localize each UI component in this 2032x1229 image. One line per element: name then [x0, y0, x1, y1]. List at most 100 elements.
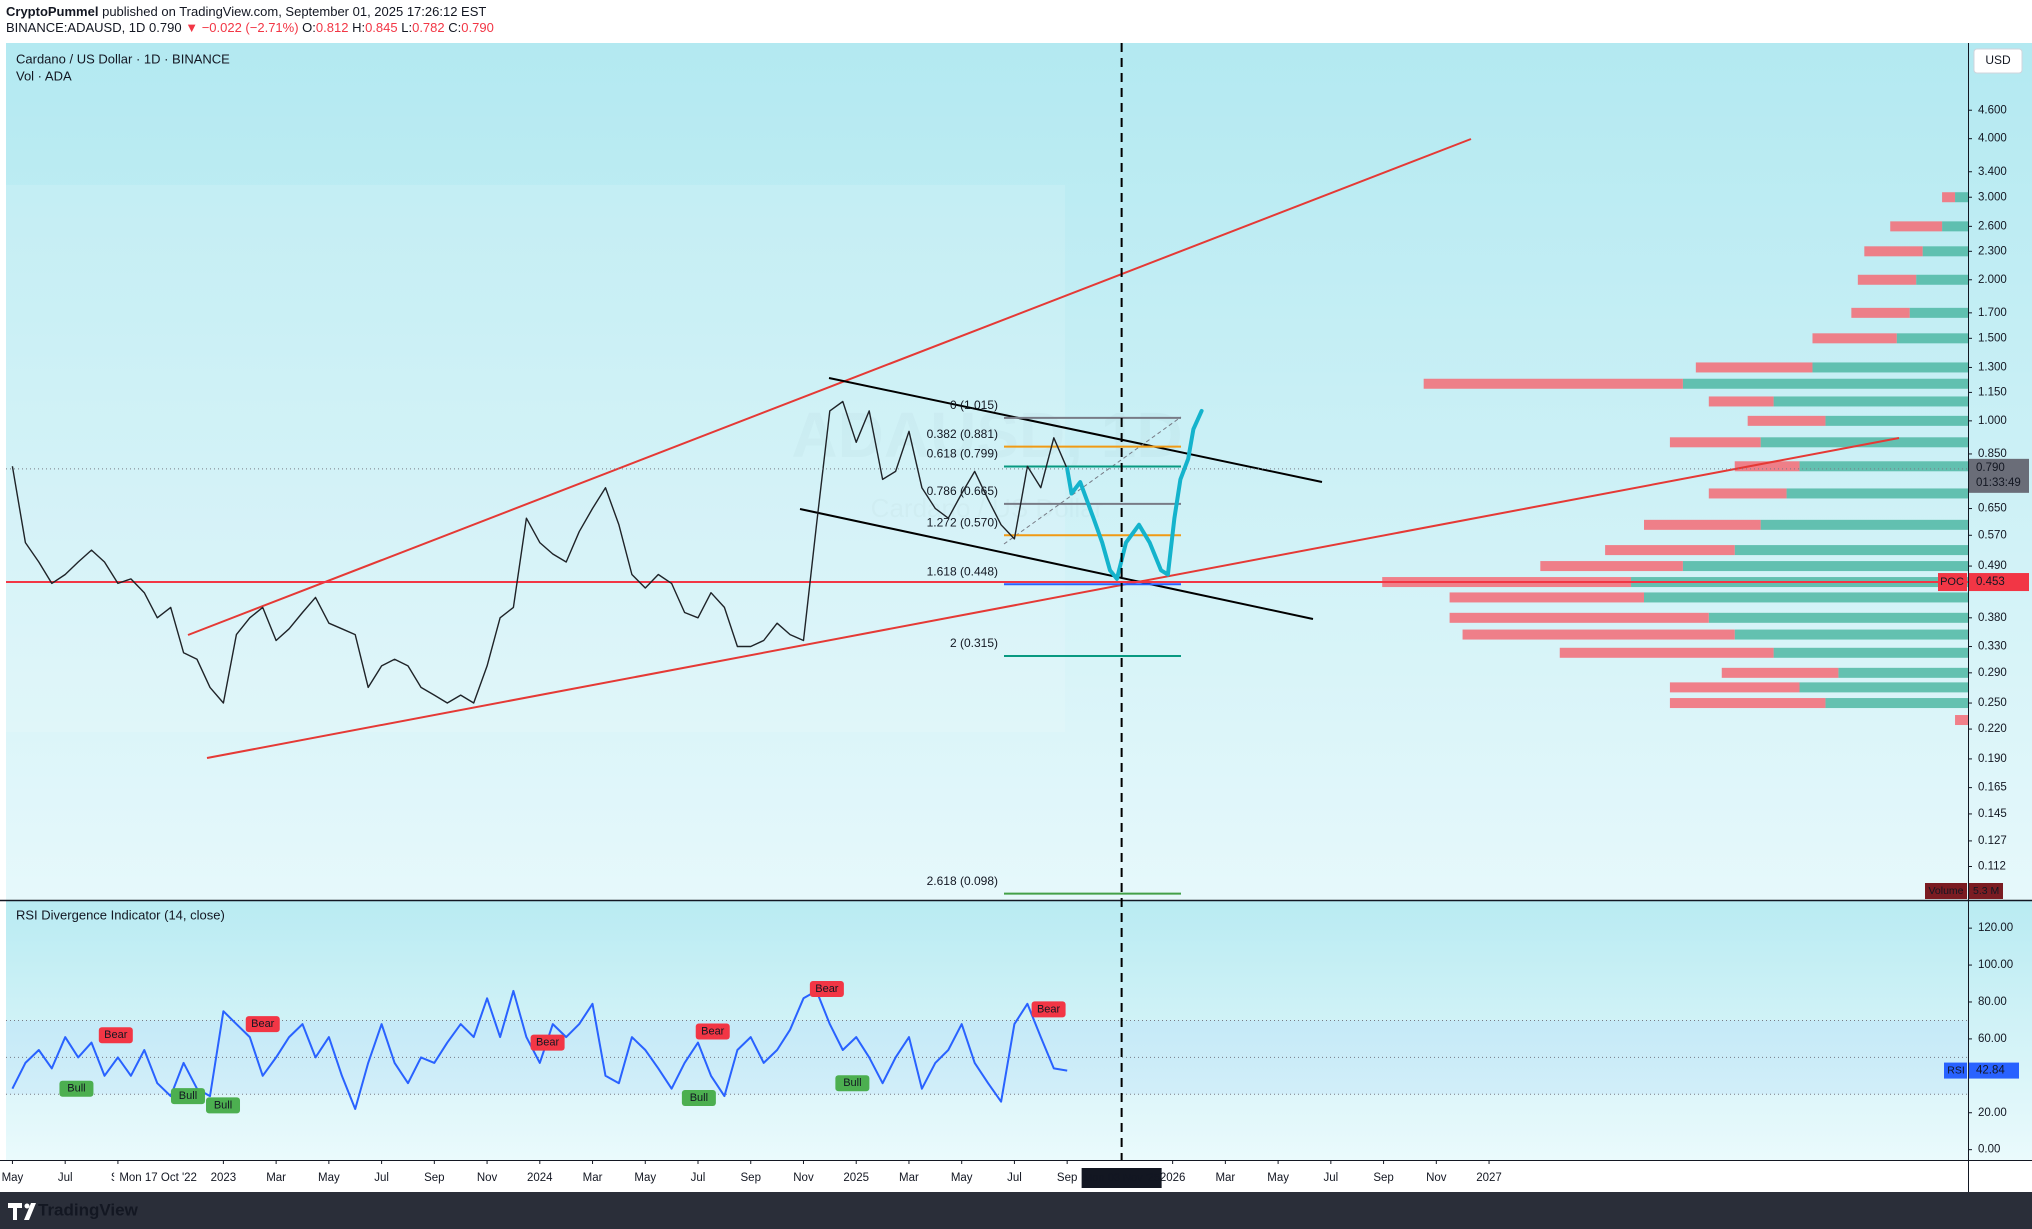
profile-down	[1747, 415, 1826, 426]
logo-dot	[24, 1203, 30, 1209]
profile-up	[1799, 461, 1968, 472]
poc-tag	[1938, 573, 1967, 592]
profile-up	[1682, 378, 1968, 389]
x-tick-label: Sep	[424, 1172, 444, 1184]
y-tick-label: 0.490	[1978, 560, 2007, 572]
rsi-value: 42.84	[1976, 1065, 2005, 1077]
y-tick-label: 2.000	[1978, 274, 2007, 286]
profile-up	[1838, 667, 1968, 678]
c-value: 0.790	[461, 20, 494, 35]
profile-down	[1857, 274, 1917, 285]
rsi-tag-label: RSI	[1947, 1064, 1965, 1076]
rsi-tick-label: 20.00	[1978, 1107, 2007, 1119]
fib-label: 0.382 (0.881)	[927, 427, 998, 441]
rsi-tag	[1944, 1062, 1967, 1079]
x-tick-label: 2026	[1160, 1172, 1186, 1184]
poc-value-tag	[1969, 573, 2029, 592]
signal-label: Bear	[536, 1036, 560, 1048]
profile-down	[1955, 715, 1968, 726]
profile-up	[1825, 415, 1968, 426]
volume-tag	[1925, 883, 1967, 899]
o-value: 0.812	[316, 20, 349, 35]
profile-up	[1909, 307, 1968, 318]
currency-button[interactable]	[1973, 48, 2023, 74]
quote-line: BINANCE:ADAUSD, 1D 0.790 ▼ −0.022 (−2.71…	[6, 20, 494, 35]
o-key: O:	[302, 20, 316, 35]
x-tick-label: May	[951, 1172, 973, 1184]
signal-label: Bear	[1037, 1003, 1061, 1015]
x-tick-label: Mar	[266, 1172, 286, 1184]
fib-label: 0.786 (0.665)	[927, 484, 998, 498]
profile-down	[1708, 396, 1774, 407]
symbol: BINANCE:ADAUSD, 1D	[6, 20, 145, 35]
y-tick-label: 2.600	[1978, 220, 2007, 232]
x-tick-label: Sep	[1057, 1172, 1077, 1184]
profile-up	[1773, 647, 1968, 658]
signal-box	[245, 1016, 280, 1033]
logo-mark	[8, 1203, 36, 1220]
signal-box	[681, 1089, 716, 1106]
rsi-pane	[6, 901, 2032, 1160]
signal-box	[170, 1088, 205, 1105]
h-value: 0.845	[365, 20, 398, 35]
y-tick-label: 0.220	[1978, 723, 2007, 735]
profile-down	[1851, 307, 1910, 318]
fib-label: 2 (0.315)	[950, 636, 998, 650]
poc-value: 0.453	[1976, 576, 2005, 588]
x-tick-label: Nov	[793, 1172, 814, 1184]
last-price-tag	[1969, 458, 2029, 493]
event-label: Mon 03 Nov '25	[1083, 1172, 1160, 1184]
profile-up	[1760, 437, 1968, 448]
publish-line: CryptoPummel published on TradingView.co…	[6, 4, 486, 19]
crosshair-box	[114, 1166, 203, 1188]
y-tick-label: 0.112	[1978, 861, 2006, 873]
trend-line	[187, 138, 1472, 636]
y-tick-label: 4.600	[1978, 104, 2007, 116]
profile-up	[1825, 698, 1968, 709]
poc-label: POC	[1940, 576, 1964, 588]
profile-down	[1864, 246, 1923, 257]
x-tick-label: May	[1267, 1172, 1289, 1184]
rsi-value-tag	[1969, 1062, 2019, 1079]
signal-box	[530, 1034, 565, 1051]
signal-box	[1031, 1001, 1066, 1018]
y-tick-label: 2.300	[1978, 245, 2007, 257]
rsi-title: RSI Divergence Indicator (14, close)	[16, 907, 225, 922]
volume-profile	[1382, 192, 1968, 726]
profile-down	[1423, 378, 1683, 389]
profile-down	[1669, 437, 1761, 448]
profile-up	[1786, 488, 1968, 499]
event-box	[1081, 1168, 1162, 1188]
last-price-label: 0.790	[1976, 462, 2005, 474]
y-tick-label: 1.300	[1978, 361, 2007, 373]
countdown: 01:33:49	[1976, 477, 2021, 489]
footer-bar	[0, 1192, 2032, 1229]
price-line	[11, 400, 1068, 704]
x-tick-label: Jul	[1323, 1172, 1338, 1184]
signal-label: Bear	[815, 983, 839, 995]
x-tick-label: 2027	[1476, 1172, 1502, 1184]
profile-up	[1812, 362, 1968, 373]
volume-value: 5.3 M	[1973, 885, 1999, 897]
profile-down	[1812, 333, 1897, 344]
signal-box	[98, 1027, 133, 1044]
currency[interactable]: USD	[1985, 53, 2011, 67]
y-tick-label: 1.150	[1978, 386, 2007, 398]
profile-up	[1916, 274, 1968, 285]
profile-down	[1559, 647, 1774, 658]
rsi-tick-label: 120.00	[1978, 922, 2013, 934]
profile-down	[1605, 545, 1735, 556]
profile-down	[1734, 461, 1800, 472]
profile-down	[1449, 592, 1644, 603]
fib-label: 0.618 (0.799)	[927, 447, 998, 461]
profile-down	[1890, 221, 1943, 232]
x-tick-label: May	[2, 1172, 24, 1184]
x-tick-label: Nov	[477, 1172, 498, 1184]
profile-down	[1540, 561, 1683, 572]
fib-trend	[1003, 416, 1182, 545]
profile-up	[1955, 192, 1968, 203]
y-tick-label: 0.250	[1978, 697, 2007, 709]
y-tick-label: 0.380	[1978, 612, 2007, 624]
profile-up	[1708, 612, 1968, 623]
